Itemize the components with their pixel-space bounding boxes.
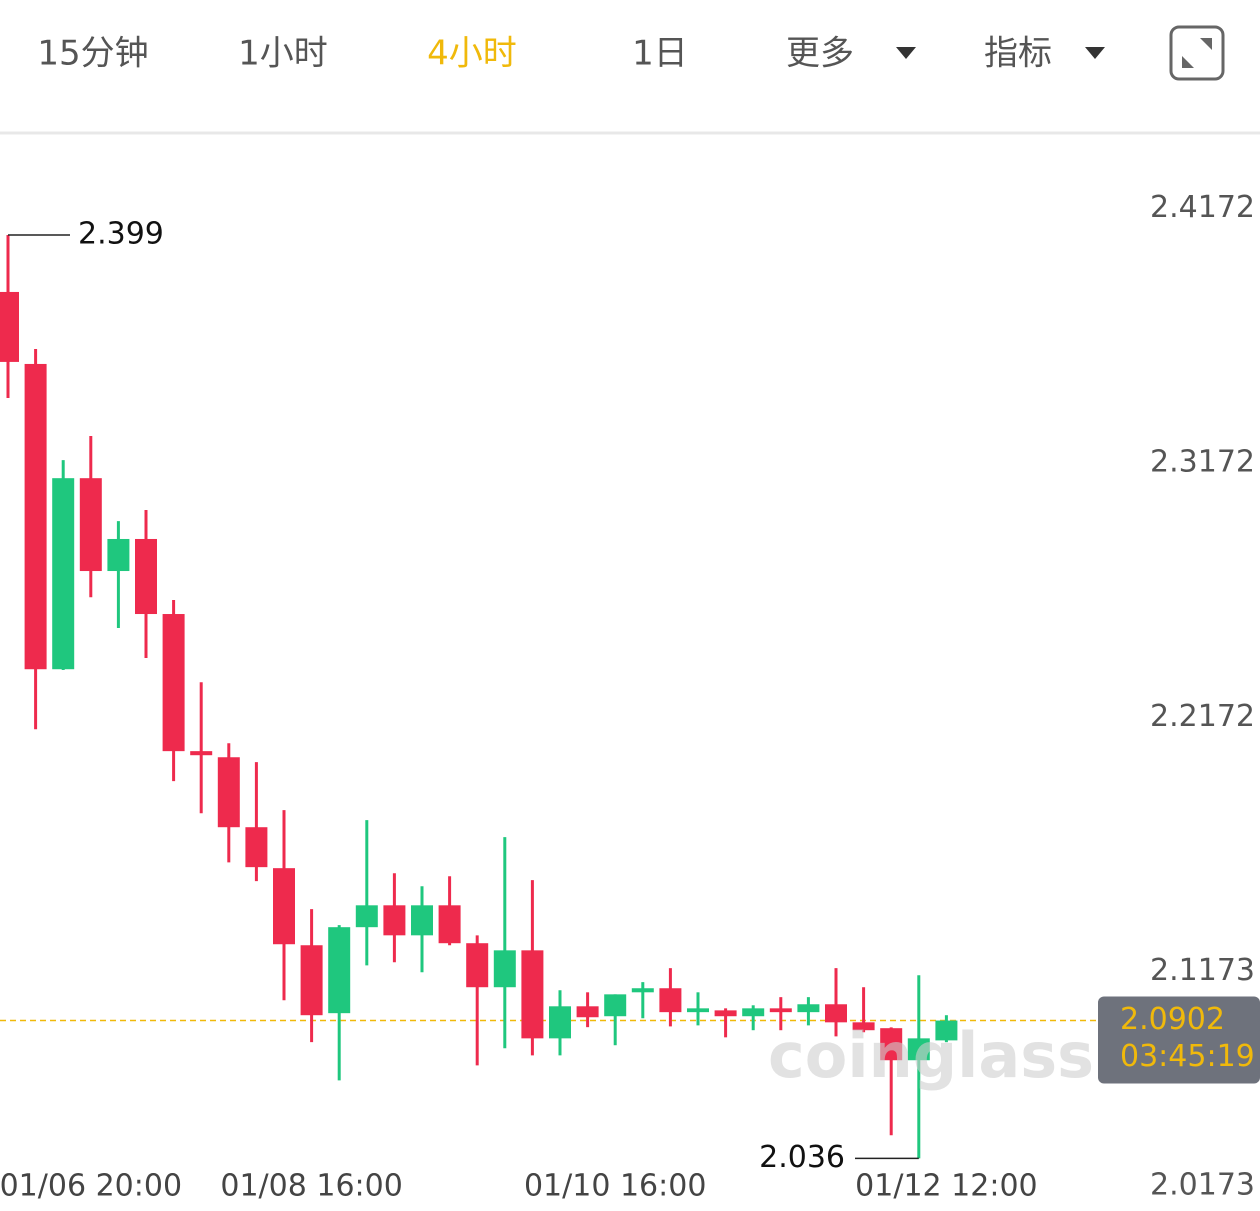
candle-body [107, 538, 130, 572]
dropdown-arrow[interactable] [1085, 47, 1105, 59]
candle-body [273, 868, 295, 945]
candle-body [521, 950, 544, 1039]
candle-body [797, 1004, 820, 1013]
candle-body [52, 478, 75, 670]
candle-body [162, 614, 185, 752]
y-tick-label: 2.3172 [1150, 445, 1255, 480]
candle-body [355, 905, 378, 928]
fullscreen-icon [1182, 38, 1212, 68]
candle-body [549, 1006, 571, 1039]
candle-body [466, 943, 489, 988]
x-tick-label: 01/06 20:00 [0, 1169, 182, 1204]
candle-body [769, 1008, 792, 1013]
candle-body [852, 1022, 875, 1031]
x-tick-label: 01/08 16:00 [220, 1169, 402, 1204]
candle-body [604, 994, 627, 1017]
candle-body [687, 1008, 709, 1013]
dropdown-arrow[interactable] [896, 47, 916, 59]
y-tick-label: 2.0173 [1150, 1168, 1255, 1203]
candle-body [217, 757, 240, 828]
tab[interactable]: 15分钟 [37, 34, 148, 74]
candle-body [245, 827, 268, 868]
candle-body [328, 927, 351, 1014]
candle-body [79, 478, 102, 572]
current-price: 2.0902 [1120, 1002, 1225, 1037]
countdown: 03:45:19 [1120, 1039, 1255, 1074]
candle-body [135, 538, 157, 615]
fullscreen-frame [1169, 25, 1225, 81]
x-tick-label: 01/12 12:00 [855, 1169, 1037, 1204]
candle-body [190, 751, 213, 756]
high-label: 2.399 [78, 216, 164, 251]
tab[interactable]: 1小时 [238, 34, 328, 74]
candle-body [300, 945, 323, 1016]
candle-body [935, 1020, 958, 1041]
candle-body [0, 291, 19, 362]
price-box [1098, 996, 1260, 1084]
candle-body [383, 905, 406, 936]
x-tick-label: 01/10 16:00 [524, 1169, 706, 1204]
y-tick-label: 2.2172 [1150, 699, 1255, 734]
tab[interactable]: 4小时 [427, 34, 517, 74]
candle-body [742, 1008, 765, 1017]
y-tick-label: 2.1173 [1150, 953, 1255, 988]
candle-body [880, 1028, 903, 1061]
tab[interactable]: 1日 [632, 34, 688, 74]
low-label: 2.036 [759, 1140, 845, 1175]
candle-body [631, 988, 654, 993]
candle-body [825, 1004, 847, 1023]
tab[interactable]: 更多 [786, 34, 854, 74]
candle-body [659, 988, 682, 1013]
candle-body [714, 1010, 737, 1017]
candle-body [24, 363, 47, 670]
candle-body [438, 905, 461, 944]
tab[interactable]: 指标 [984, 34, 1052, 74]
fullscreen-button[interactable] [1169, 25, 1225, 81]
candle-body [493, 950, 516, 988]
candle-body [576, 1006, 599, 1018]
candle-body [907, 1038, 930, 1061]
y-tick-label: 2.4172 [1150, 190, 1255, 225]
candle-body [411, 905, 433, 936]
